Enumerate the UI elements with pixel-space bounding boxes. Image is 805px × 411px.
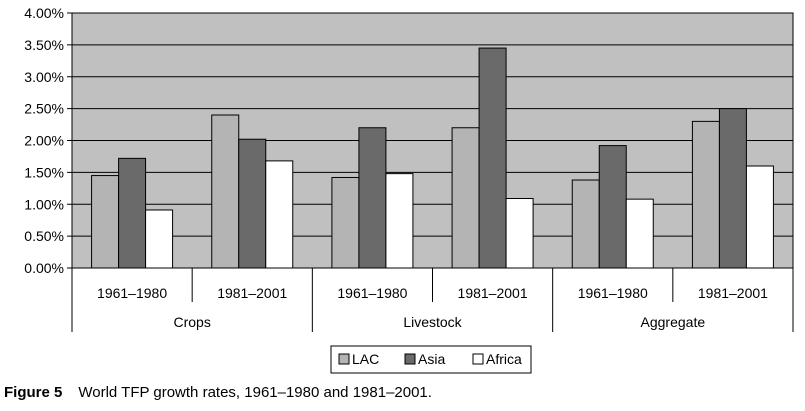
bar-africa-6 xyxy=(745,165,774,269)
bar-asia-1 xyxy=(118,157,147,269)
chart: 0.00% 0.50% 1.00% 1.50% 2.00% 2.50% 3.00% 3.50%… xyxy=(24,5,794,374)
y-tick-label: 1.50% xyxy=(24,164,64,180)
bar-lac-1 xyxy=(91,175,120,269)
legend: LAC Asia Africa xyxy=(330,345,532,374)
bar-africa-2 xyxy=(265,160,294,269)
bar-lac-3 xyxy=(331,176,360,269)
figure-label: Figure 5 xyxy=(4,384,63,401)
bar-africa-5 xyxy=(625,198,654,269)
x-group-label: Aggregate xyxy=(641,314,706,330)
bar-lac-2 xyxy=(211,114,240,269)
y-tick-label: 3.50% xyxy=(24,37,64,53)
bar-lac-5 xyxy=(571,179,600,269)
bar-asia-6 xyxy=(718,108,747,269)
bar-africa-4 xyxy=(505,198,534,269)
x-tick-label: 1981–2001 xyxy=(458,285,528,301)
bar-asia-4 xyxy=(478,47,507,269)
bar-lac-6 xyxy=(691,120,720,269)
x-group-label: Livestock xyxy=(403,314,462,330)
x-tick-label: 1981–2001 xyxy=(698,285,768,301)
bar-africa-1 xyxy=(145,209,174,269)
y-tick-label: 2.00% xyxy=(24,133,64,149)
x-tick-label: 1961–1980 xyxy=(578,285,648,301)
x-tick-label: 1981–2001 xyxy=(217,285,287,301)
x-tick-label: 1961–1980 xyxy=(97,285,167,301)
legend-swatch-lac xyxy=(338,353,350,365)
bar-asia-5 xyxy=(598,145,627,269)
legend-box xyxy=(330,345,532,374)
figure-caption-text: World TFP growth rates, 1961–1980 and 19… xyxy=(78,384,432,401)
bar-asia-3 xyxy=(358,127,387,269)
legend-swatch-africa xyxy=(472,353,484,365)
legend-swatch-asia xyxy=(404,353,416,365)
bar-lac-4 xyxy=(451,127,480,269)
y-tick-label: 0.50% xyxy=(24,228,64,244)
legend-label-africa: Africa xyxy=(486,351,522,367)
bar-africa-3 xyxy=(385,173,414,269)
y-tick-label: 1.00% xyxy=(24,196,64,212)
x-group-label: Crops xyxy=(173,314,210,330)
bar-asia-2 xyxy=(238,138,267,269)
legend-label-lac: LAC xyxy=(352,351,379,367)
bars xyxy=(91,47,774,269)
y-tick-label: 0.00% xyxy=(24,260,64,276)
y-tick-label: 4.00% xyxy=(24,5,64,21)
x-tick-label: 1961–1980 xyxy=(337,285,407,301)
y-tick-label: 2.50% xyxy=(24,101,64,117)
y-tick-label: 3.00% xyxy=(24,69,64,85)
legend-label-asia: Asia xyxy=(418,351,445,367)
x-axis: 1961–1980 1981–2001 1961–1980 1981–2001 1961… xyxy=(71,268,794,332)
figure-caption: Figure 5 World TFP growth rates, 1961–198… xyxy=(4,384,432,401)
